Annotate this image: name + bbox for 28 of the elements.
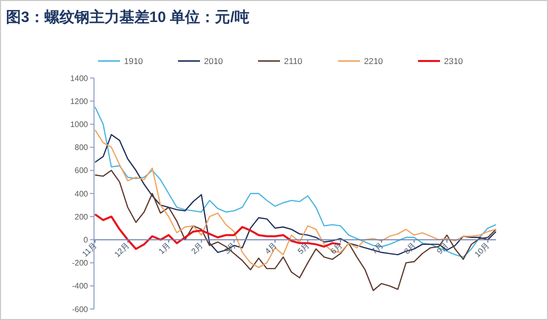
y-tick-label: 200 xyxy=(74,212,89,222)
x-tick-label: 7月 xyxy=(370,240,385,256)
x-tick-label: 12月 xyxy=(112,240,132,260)
x-tick-label: 9月 xyxy=(435,240,450,256)
legend-label: 2110 xyxy=(284,56,303,66)
x-tick-label: 2月 xyxy=(190,240,205,256)
legend-label: 2010 xyxy=(204,56,224,66)
x-tick-label: 5月 xyxy=(296,240,312,256)
legend-label: 2310 xyxy=(444,56,464,66)
legend-label: 1910 xyxy=(124,56,144,66)
y-tick-label: -200 xyxy=(72,258,89,268)
y-tick-label: 1000 xyxy=(70,120,89,129)
y-tick-label: -400 xyxy=(72,282,89,291)
y-tick-label: 800 xyxy=(74,143,89,152)
chart-title: 图3：螺纹钢主力基差10 单位：元/吨 xyxy=(6,8,250,26)
y-tick-label: -600 xyxy=(72,304,89,314)
x-tick-label: 3月 xyxy=(222,240,238,256)
y-tick-label: 1400 xyxy=(70,74,89,83)
y-tick-label: 600 xyxy=(74,166,89,176)
y-tick-label: 0 xyxy=(84,236,89,244)
y-tick-label: 1200 xyxy=(70,96,89,106)
x-tick-label: 4月 xyxy=(263,240,278,256)
legend-label: 2210 xyxy=(364,56,384,66)
y-tick-label: 400 xyxy=(74,189,89,198)
x-tick-label: 1月 xyxy=(156,240,172,256)
x-tick-label: 6月 xyxy=(328,240,344,256)
x-tick-label: 10月 xyxy=(472,240,492,260)
x-tick-label: 8月 xyxy=(402,240,418,256)
